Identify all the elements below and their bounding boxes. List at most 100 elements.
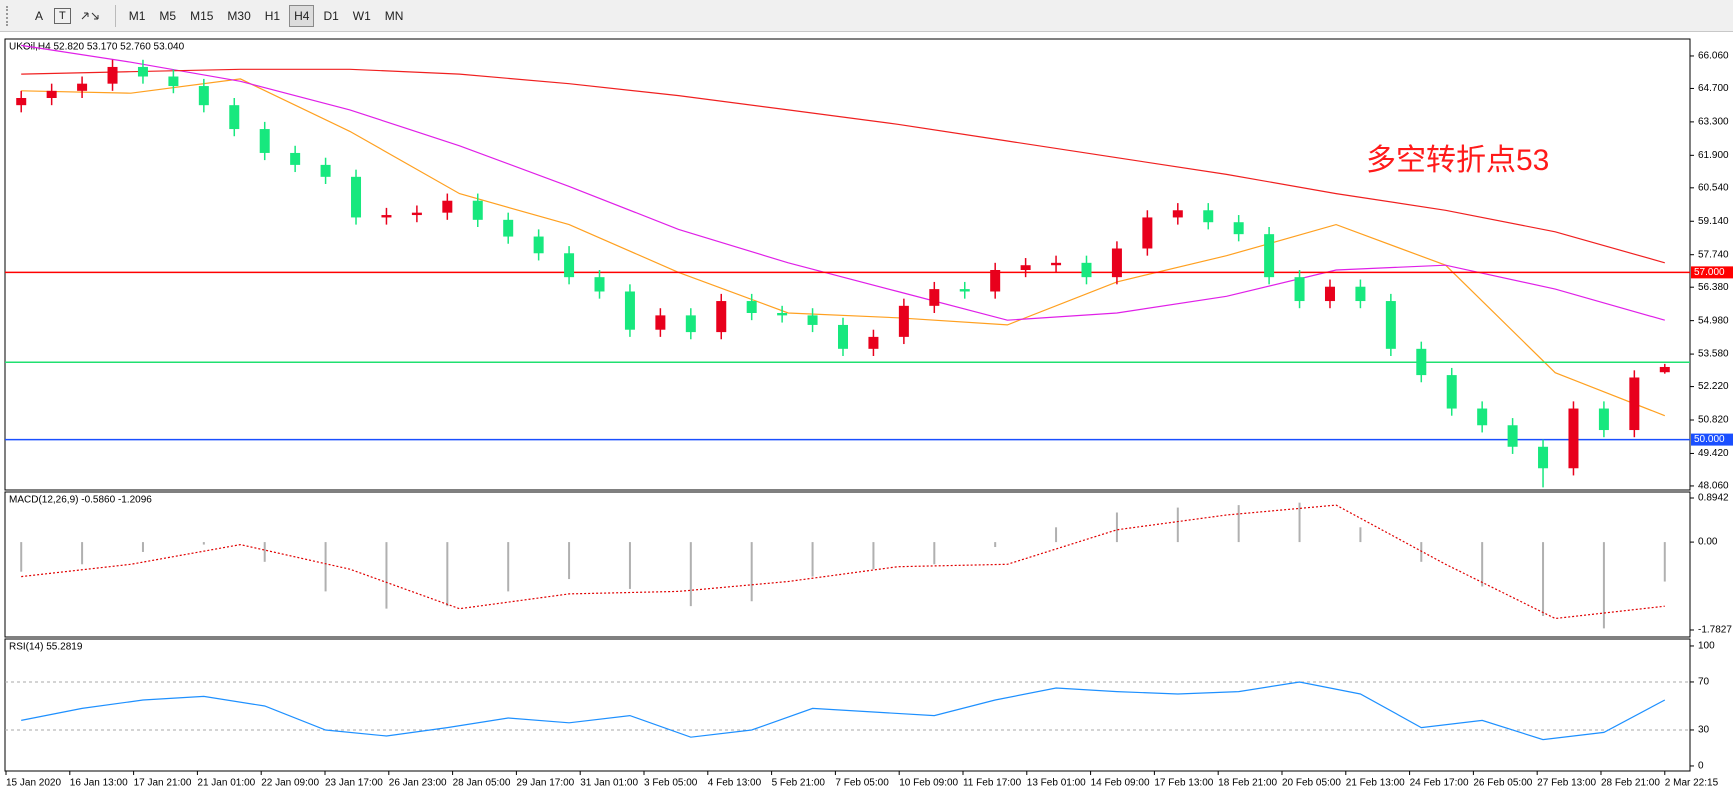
candle-body: [777, 312, 788, 316]
candle-body: [1294, 277, 1305, 302]
x-tick-label: 7 Feb 05:00: [835, 778, 889, 789]
x-tick-label: 18 Feb 21:00: [1218, 778, 1277, 789]
level-label-box: [1691, 433, 1733, 446]
rsi-line: [21, 681, 1666, 741]
arrow-tool[interactable]: [75, 5, 107, 27]
x-tick-label: 21 Feb 13:00: [1346, 778, 1405, 789]
candle-body: [1446, 375, 1457, 409]
candle-body: [1507, 425, 1518, 447]
annotation: 多空转折点53: [1366, 144, 1549, 177]
level-label-box: [1691, 266, 1733, 279]
x-tick-label: 10 Feb 09:00: [899, 778, 958, 789]
y-tick-label: 53.580: [1698, 349, 1729, 360]
x-tick-label: 31 Jan 01:00: [580, 778, 638, 789]
candle-body: [533, 236, 544, 254]
panel-title: UKOil,H4 52.820 53.170 52.760 53.040: [9, 42, 185, 53]
candle-body: [1477, 408, 1488, 426]
candle-body: [838, 324, 848, 349]
candle-body: [1172, 210, 1183, 218]
x-tick-label: 16 Jan 13:00: [70, 778, 128, 789]
candle-body: [685, 315, 696, 333]
timeframe-button[interactable]: M15: [190, 8, 214, 23]
x-tick-label: 17 Feb 13:00: [1154, 778, 1213, 789]
x-tick-label: 24 Feb 17:00: [1410, 778, 1469, 789]
timeframe-button[interactable]: W1: [352, 8, 371, 23]
y-tick-label: 54.980: [1698, 315, 1729, 326]
y-tick-label: 59.140: [1698, 216, 1729, 227]
timeframe-button[interactable]: H1: [264, 8, 281, 23]
timeframe-button[interactable]: M5: [159, 8, 177, 23]
x-tick-label: 20 Feb 05:00: [1282, 778, 1341, 789]
toolbar: A T M1 M5 M15 M30 H1 H4 D1 W1 MN: [0, 0, 1733, 32]
x-tick-label: 15 Jan 2020: [6, 778, 61, 789]
separator: [114, 4, 116, 27]
x-tick-label: 26 Jan 23:00: [389, 778, 447, 789]
candle-body: [594, 277, 605, 292]
y-tick-label: 57.740: [1698, 249, 1729, 260]
timeframe-button[interactable]: D1: [323, 8, 339, 23]
x-tick-label: 4 Feb 13:00: [708, 778, 762, 789]
candle-body: [959, 289, 970, 292]
panel-frame: [4, 491, 1691, 638]
candle-body: [168, 76, 179, 87]
x-tick-label: 11 Feb 17:00: [963, 778, 1022, 789]
timeframe-button[interactable]: MN: [384, 8, 404, 23]
candle-body: [381, 215, 392, 218]
candle-body: [351, 176, 362, 218]
candle-body: [1355, 286, 1366, 302]
candle-body: [929, 289, 940, 306]
candle-body: [259, 129, 270, 153]
candle-body: [503, 219, 514, 237]
y-tick-label: 49.420: [1698, 448, 1729, 459]
timeframe-group: M1 M5 M15 M30 H1 H4 D1 W1 MN: [122, 4, 411, 27]
candle-body: [472, 200, 483, 220]
candle-body: [1629, 377, 1640, 431]
label-tool[interactable]: T: [54, 7, 71, 24]
x-tick-label: 13 Feb 01:00: [1027, 778, 1086, 789]
timeframe-button[interactable]: M1: [128, 8, 146, 23]
y-tick-label: 30: [1698, 725, 1710, 736]
panel-title: RSI(14) 55.2819: [9, 642, 83, 653]
x-tick-label: 28 Jan 05:00: [453, 778, 511, 789]
y-tick-label: 0: [1698, 761, 1704, 772]
x-tick-label: 26 Feb 05:00: [1473, 778, 1532, 789]
candle-body: [46, 90, 57, 99]
candle-body: [1233, 222, 1244, 235]
y-tick-label: 100: [1698, 641, 1715, 652]
x-tick-label: 28 Feb 21:00: [1601, 778, 1660, 789]
moving-average: [21, 78, 1666, 417]
text-tool[interactable]: A: [34, 8, 43, 23]
candle-body: [1324, 286, 1335, 302]
y-tick-label: 48.060: [1698, 481, 1729, 492]
candle-body: [898, 305, 909, 337]
candle-body: [1264, 234, 1275, 278]
y-tick-label: 66.060: [1698, 51, 1729, 62]
timeframe-button[interactable]: M30: [227, 8, 251, 23]
candle-body: [107, 66, 118, 84]
arrow-icon: [81, 12, 99, 19]
y-tick-label: 63.300: [1698, 117, 1729, 128]
level-label: 57.000: [1694, 267, 1725, 278]
x-tick-label: 5 Feb 21:00: [772, 778, 826, 789]
y-tick-label: 50.820: [1698, 415, 1729, 426]
candle-body: [716, 301, 727, 333]
x-tick-label: 29 Jan 17:00: [516, 778, 574, 789]
panel-frame: [4, 638, 1691, 772]
candle-body: [564, 253, 575, 278]
x-tick-label: 23 Jan 17:00: [325, 778, 383, 789]
candle-body: [1385, 301, 1396, 349]
candle-body: [1020, 265, 1031, 270]
candle-body: [229, 105, 240, 130]
candle-body: [198, 86, 209, 106]
candle-body: [807, 315, 818, 325]
x-tick-label: 2 Mar 22:15: [1665, 778, 1719, 789]
timeframe-button[interactable]: H4: [289, 4, 315, 27]
candle-body: [1659, 366, 1670, 373]
level-label: 50.000: [1694, 434, 1725, 445]
macd-signal-line: [21, 504, 1665, 620]
x-tick-label: 21 Jan 01:00: [197, 778, 255, 789]
moving-average: [21, 44, 1665, 321]
x-tick-label: 27 Feb 13:00: [1537, 778, 1596, 789]
candle-body: [1416, 348, 1427, 376]
